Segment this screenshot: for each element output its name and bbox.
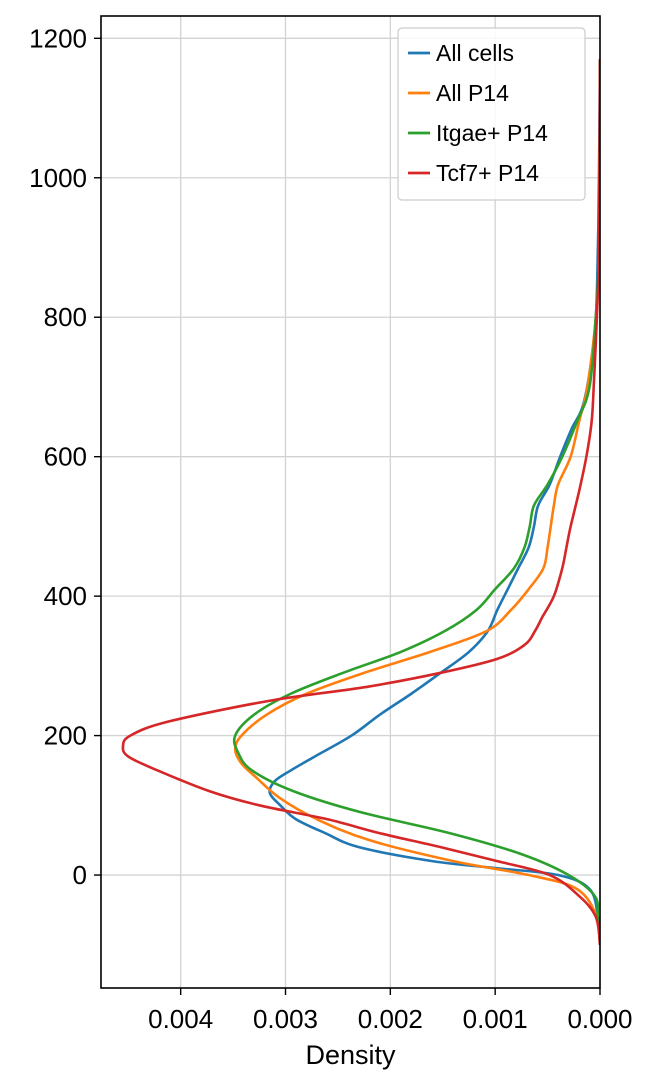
series-line-3 <box>232 59 600 945</box>
y-tick-label: 600 <box>44 442 87 472</box>
legend-label: Itgae+ P14 <box>436 120 548 146</box>
axes <box>100 15 601 989</box>
x-tick-label: 0.004 <box>148 1004 213 1034</box>
legend-box <box>397 27 586 201</box>
x-tick-label: 0.001 <box>463 1004 528 1034</box>
y-tick-label: 200 <box>44 721 87 751</box>
x-axis-ticks: 0.004 0.003 0.002 0.001 0.000 <box>148 988 633 1034</box>
series-line-4 <box>121 59 600 945</box>
series-lines <box>121 59 600 945</box>
x-axis-label: Density <box>305 1040 396 1070</box>
legend-label: Tcf7+ P14 <box>436 160 539 186</box>
y-axis-ticks: 0 200 400 600 800 1000 1200 <box>29 23 101 890</box>
y-tick-label: 800 <box>44 302 87 332</box>
y-tick-label: 1200 <box>29 23 87 53</box>
y-tick-label: 0 <box>73 860 87 890</box>
x-tick-label: 0.003 <box>253 1004 318 1034</box>
y-tick-label: 400 <box>44 581 87 611</box>
y-tick-label: 1000 <box>29 163 87 193</box>
plot-frame <box>100 15 601 989</box>
legend-label: All P14 <box>436 80 509 106</box>
series-line-2 <box>233 59 600 945</box>
legend: All cells All P14 Itgae+ P14 Tcf7+ P14 <box>397 27 586 201</box>
x-tick-label: 0.002 <box>358 1004 423 1034</box>
legend-label: All cells <box>436 40 514 66</box>
x-tick-label: 0.000 <box>567 1004 632 1034</box>
